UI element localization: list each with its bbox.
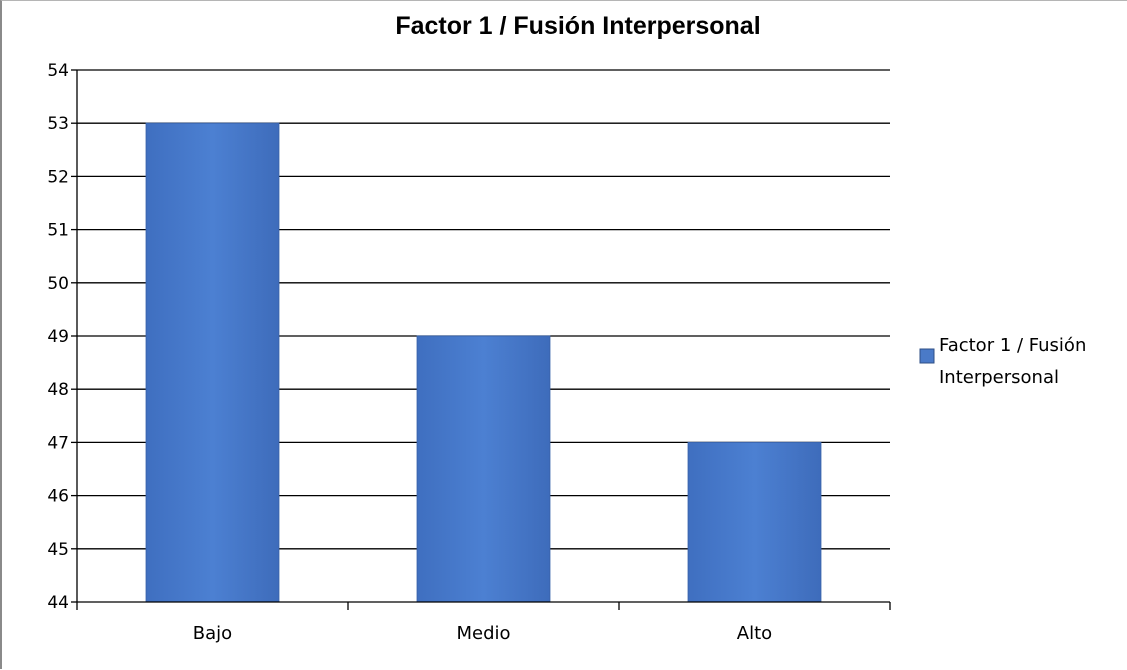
y-tick-labels: 44 45 46 47 48 49 50 51 52 53 54 [47, 61, 69, 613]
y-tick-label: 45 [47, 540, 69, 560]
y-tick-label: 52 [47, 167, 69, 187]
y-tick-label: 49 [47, 327, 69, 347]
bar-medio [416, 335, 551, 603]
y-tick-label: 50 [47, 274, 69, 294]
x-tick-labels: Bajo Medio Alto [193, 623, 772, 644]
bar-bajo [145, 122, 280, 603]
axes [71, 69, 891, 610]
y-tick-label: 46 [47, 487, 69, 507]
x-tick-label: Bajo [193, 623, 232, 644]
legend-swatch [919, 348, 935, 364]
y-tick-label: 48 [47, 380, 69, 400]
legend: Factor 1 / Fusión Interpersonal [919, 335, 1086, 388]
y-tick-label: 51 [47, 221, 69, 241]
y-tick-label: 54 [47, 61, 69, 81]
legend-label-line-2: Interpersonal [939, 367, 1059, 388]
bars [145, 122, 822, 603]
y-tick-label: 47 [47, 433, 69, 453]
y-tick-label: 53 [47, 114, 69, 134]
y-tick-label: 44 [47, 593, 69, 613]
x-tick-label: Alto [737, 623, 772, 644]
chart-title: Factor 1 / Fusión Interpersonal [395, 12, 760, 40]
bar-alto [687, 441, 822, 603]
x-tick-label: Medio [456, 623, 510, 644]
legend-label-line-1: Factor 1 / Fusión [939, 335, 1086, 356]
